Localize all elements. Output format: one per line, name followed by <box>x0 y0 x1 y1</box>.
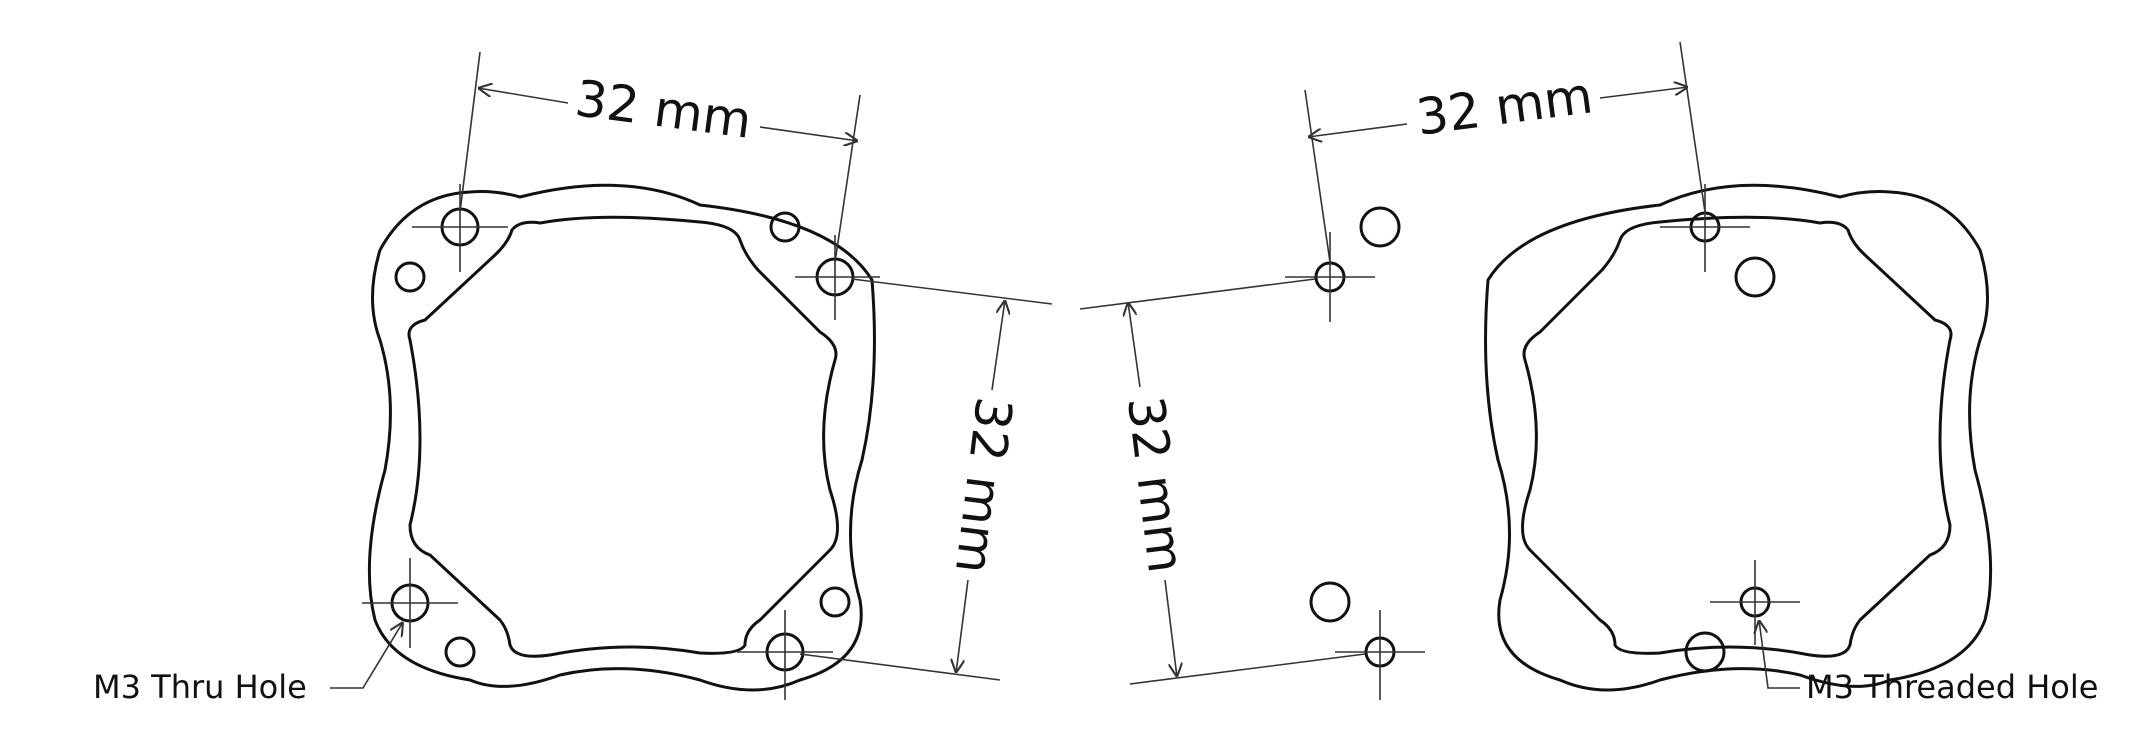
right-callout-leader <box>1759 620 1800 689</box>
threaded-hole-callout: M3 Threaded Hole <box>1806 668 2098 706</box>
left-vertical-dimension-label: 32 mm <box>944 394 1023 577</box>
right-plate-outline <box>1484 183 1993 692</box>
left-vertical-dimension-lines <box>799 278 1053 681</box>
right-horizontal-dimension-label: 32 mm <box>1413 66 1596 147</box>
left-plate-outline <box>367 183 876 692</box>
right-vertical-dimension-label: 32 mm <box>1116 393 1195 576</box>
right-hole-crosshairs <box>1285 184 1800 700</box>
left-small-hole-right <box>819 586 851 618</box>
right-plate-inner-cutout <box>1521 215 1953 658</box>
left-callout-leader <box>330 622 403 689</box>
right-vertical-dimension-lines <box>1079 278 1366 685</box>
left-plate-inner-cutout <box>407 215 839 658</box>
left-small-hole-top <box>769 211 801 243</box>
right-large-hole-bottom <box>1684 631 1726 673</box>
left-small-hole-left <box>394 261 426 293</box>
right-large-hole-left <box>1309 581 1351 623</box>
right-plate: 32 mm 32 mm M3 Threaded Hole <box>1079 41 2098 706</box>
left-horizontal-dimension-label: 32 mm <box>572 69 755 150</box>
thru-hole-callout: M3 Thru Hole <box>93 668 307 706</box>
left-hole-crosshairs <box>362 184 880 700</box>
right-horizontal-dimension-lines <box>1304 41 1706 263</box>
left-small-hole-bottom <box>444 636 476 668</box>
right-large-hole-right <box>1734 256 1776 298</box>
right-large-hole-top <box>1359 206 1401 248</box>
left-plate: 32 mm 32 mm M3 Thru Hole <box>93 51 1053 706</box>
left-horizontal-dimension-lines <box>459 51 861 263</box>
